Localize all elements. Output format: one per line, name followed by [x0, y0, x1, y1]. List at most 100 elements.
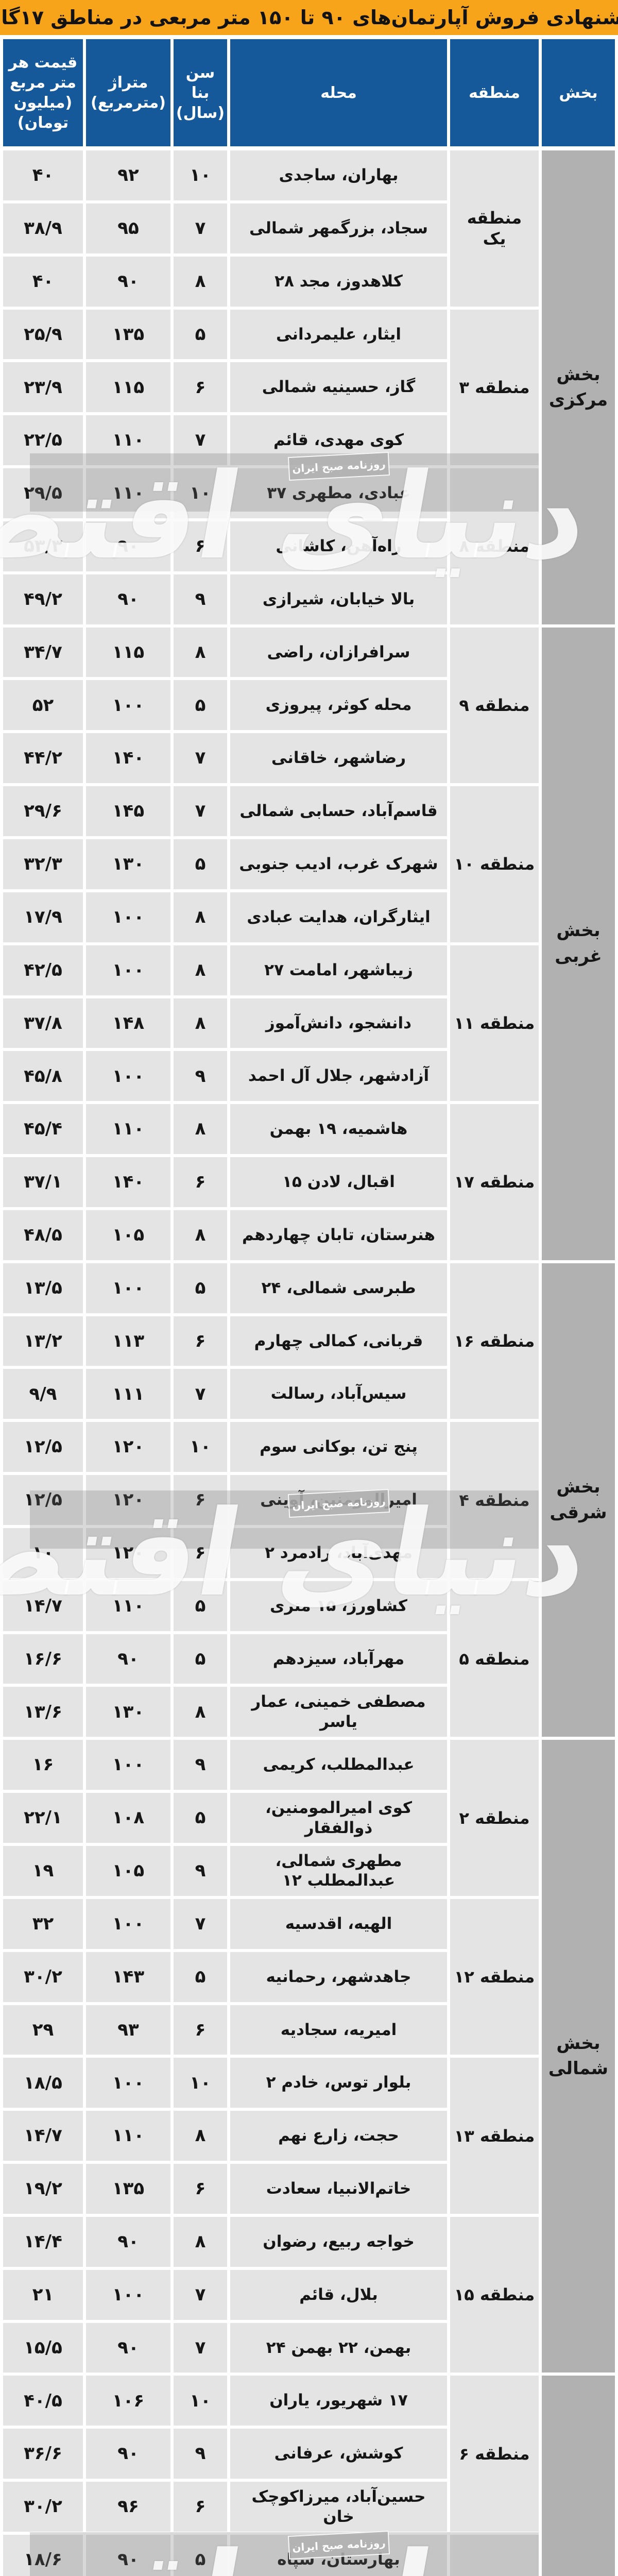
neighborhood-cell: مطهری شمالی، عبدالمطلب ۱۲ [230, 1846, 447, 1896]
price-cell: ۴۵/۴ [3, 1104, 83, 1155]
title-bar: قیمت پیشنهادی فروش آپارتمان‌های ۹۰ تا ۱۵… [0, 0, 618, 35]
age-cell: ۷ [174, 2323, 227, 2373]
district-cell: منطقه ۳ [450, 309, 539, 466]
age-cell: ۵ [174, 839, 227, 889]
price-cell: ۱۹ [3, 1846, 83, 1896]
age-cell: ۷ [174, 733, 227, 784]
area-cell: ۹۰ [86, 1634, 170, 1684]
age-cell: ۷ [174, 2269, 227, 2320]
price-cell: ۳۲/۳ [3, 839, 83, 889]
neighborhood-cell: کوی مهدی، قائم [230, 415, 447, 466]
age-cell: ۹ [174, 1740, 227, 1790]
neighborhood-cell: امیریه، سجادیه [230, 2005, 447, 2055]
price-cell: ۱۲/۵ [3, 1475, 83, 1525]
section-cell: بخش غربی [542, 627, 615, 1260]
price-cell: ۴۰ [3, 150, 83, 200]
age-cell: ۶ [174, 1157, 227, 1207]
age-cell: ۶ [174, 1316, 227, 1366]
age-cell: ۵ [174, 1263, 227, 1313]
price-cell: ۳۲ [3, 1899, 83, 1949]
price-cell: ۹/۹ [3, 1369, 83, 1419]
age-cell: ۵ [174, 309, 227, 360]
column-header-neighborhood: محله [230, 39, 447, 146]
area-cell: ۱۰۰ [86, 1263, 170, 1313]
age-cell: ۱۰ [174, 468, 227, 518]
price-cell: ۱۳/۶ [3, 1687, 83, 1737]
area-cell: ۱۰۵ [86, 1210, 170, 1260]
page-title: قیمت پیشنهادی فروش آپارتمان‌های ۹۰ تا ۱۵… [0, 6, 618, 29]
neighborhood-cell: ایثارگران، هدایت عبادی [230, 892, 447, 942]
price-cell: ۴۵/۸ [3, 1051, 83, 1101]
price-cell: ۵۳/۳ [3, 521, 83, 571]
column-header-area: متراژ (مترمربع) [86, 39, 170, 146]
age-cell: ۹ [174, 1051, 227, 1101]
area-cell: ۱۳۵ [86, 309, 170, 360]
neighborhood-cell: مهرآباد، سیزدهم [230, 1634, 447, 1684]
neighborhood-cell: کشاورز، ۱۵ متری [230, 1581, 447, 1631]
area-cell: ۱۲۰ [86, 1475, 170, 1525]
neighborhood-cell: محله کوثر، پیروزی [230, 680, 447, 731]
area-cell: ۱۰۰ [86, 1899, 170, 1949]
area-cell: ۹۶ [86, 2482, 170, 2532]
price-cell: ۳۸/۹ [3, 203, 83, 253]
price-cell: ۱۴/۷ [3, 2111, 83, 2161]
neighborhood-cell: سجاد، بزرگمهر شمالی [230, 203, 447, 253]
neighborhood-cell: شهرک غرب، ادیب جنوبی [230, 839, 447, 889]
area-cell: ۱۲۰ [86, 1422, 170, 1472]
price-cell: ۱۰ [3, 1528, 83, 1578]
price-cell: ۲۹ [3, 2005, 83, 2055]
price-cell: ۱۹/۲ [3, 2164, 83, 2214]
district-cell: منطقه ۱۷ [450, 1104, 539, 1260]
area-cell: ۱۳۵ [86, 2164, 170, 2214]
price-cell: ۱۸/۶ [3, 2534, 83, 2576]
price-cell: ۳۴/۷ [3, 627, 83, 677]
column-header-age: سن بنا (سال) [174, 39, 227, 146]
price-cell: ۴۰ [3, 256, 83, 307]
neighborhood-cell: دانشجو، دانش‌آموز [230, 998, 447, 1048]
price-cell: ۱۷/۹ [3, 892, 83, 942]
area-cell: ۱۴۰ [86, 733, 170, 784]
price-cell: ۳۶/۶ [3, 2429, 83, 2479]
age-cell: ۸ [174, 1104, 227, 1155]
price-cell: ۲۱ [3, 2269, 83, 2320]
area-cell: ۹۰ [86, 2216, 170, 2267]
area-cell: ۱۰۵ [86, 1846, 170, 1896]
neighborhood-cell: امیرالمومنین، آوینی [230, 1475, 447, 1525]
price-cell: ۴۰/۵ [3, 2376, 83, 2426]
neighborhood-cell: حسین‌آباد، میرزاکوچک خان [230, 2482, 447, 2532]
price-cell: ۲۲/۵ [3, 415, 83, 466]
neighborhood-cell: زیباشهر، امامت ۲۷ [230, 945, 447, 995]
age-cell: ۷ [174, 1899, 227, 1949]
neighborhood-cell: بهارستان، سپاه [230, 2534, 447, 2576]
neighborhood-cell: راه‌آهن، کاشانی [230, 521, 447, 571]
district-cell: منطقه ۹ [450, 627, 539, 784]
area-cell: ۱۰۰ [86, 892, 170, 942]
neighborhood-cell: حجت، زارع نهم [230, 2111, 447, 2161]
age-cell: ۶ [174, 521, 227, 571]
age-cell: ۵ [174, 680, 227, 731]
area-cell: ۱۱۳ [86, 1316, 170, 1366]
area-cell: ۱۱۵ [86, 627, 170, 677]
area-cell: ۱۰۰ [86, 1740, 170, 1790]
neighborhood-cell: کوی امیرالمومنین، ذوالفقار [230, 1793, 447, 1843]
neighborhood-cell: کلاهدوز، مجد ۲۸ [230, 256, 447, 307]
age-cell: ۸ [174, 892, 227, 942]
price-cell: ۱۳/۵ [3, 1263, 83, 1313]
area-cell: ۹۰ [86, 521, 170, 571]
age-cell: ۵ [174, 1581, 227, 1631]
section-cell: بخش مرکزی [542, 150, 615, 624]
age-cell: ۱۰ [174, 150, 227, 200]
neighborhood-cell: ایثار، علیمردانی [230, 309, 447, 360]
district-cell: منطقه یک [450, 150, 539, 307]
price-cell: ۱۳/۲ [3, 1316, 83, 1366]
area-cell: ۱۴۳ [86, 1952, 170, 2002]
area-cell: ۹۳ [86, 2005, 170, 2055]
price-cell: ۱۶ [3, 1740, 83, 1790]
area-cell: ۹۰ [86, 2534, 170, 2576]
age-cell: ۹ [174, 1846, 227, 1896]
age-cell: ۶ [174, 2164, 227, 2214]
price-cell: ۱۴/۴ [3, 2216, 83, 2267]
neighborhood-cell: ۱۷ شهریور، یاران [230, 2376, 447, 2426]
neighborhood-cell: سیس‌آباد، رسالت [230, 1369, 447, 1419]
area-cell: ۱۴۸ [86, 998, 170, 1048]
